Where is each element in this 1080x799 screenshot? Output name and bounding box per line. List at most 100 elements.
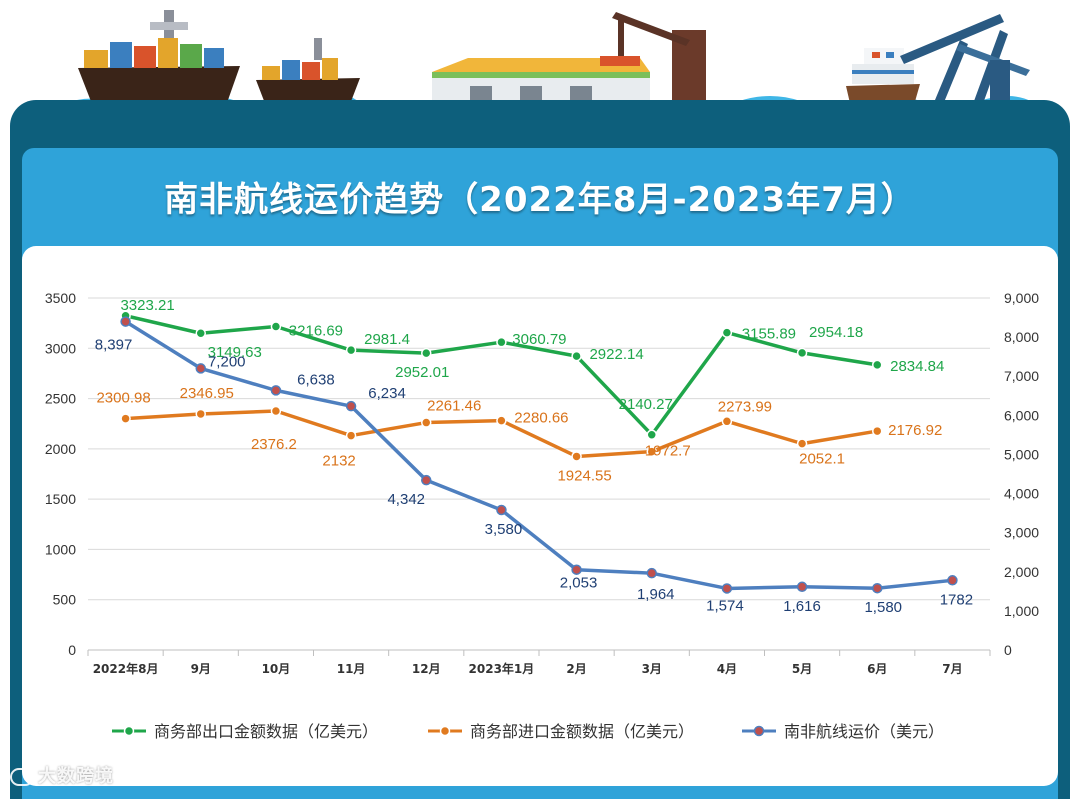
legend: 商务部出口金额数据（亿美元） 商务部进口金额数据（亿美元） 南非航线运价（美元）	[112, 722, 944, 741]
series-1-point	[345, 430, 357, 441]
series-2-data-label: 2,053	[560, 575, 598, 592]
right-axis-tick-label: 0	[1004, 642, 1012, 658]
watermark-text: 大数跨境	[38, 766, 114, 787]
series-2-data-label: 1,580	[864, 599, 902, 616]
container-ship-icon	[78, 10, 240, 108]
right-axis-tick-label: 3,000	[1004, 525, 1039, 541]
series-0-point	[872, 359, 883, 371]
series-2-point	[947, 575, 958, 586]
series-2-data-label: 1,964	[637, 586, 675, 603]
series-1-data-label: 2273.99	[718, 398, 772, 415]
series-2-point	[571, 564, 582, 575]
right-axis-tick-label: 1,000	[1004, 603, 1039, 619]
series-1-point	[721, 416, 733, 427]
series-0-data-label: 3149.63	[208, 344, 262, 361]
series-1-data-label: 2052.1	[799, 451, 845, 468]
series-1-data-label: 2376.2	[251, 436, 297, 453]
series-2-data-label: 6,234	[368, 385, 406, 402]
right-axis-tick-label: 5,000	[1004, 446, 1039, 462]
series-2-point	[796, 581, 808, 593]
series-2-point	[721, 583, 733, 594]
x-axis-tick-label: 12月	[412, 662, 441, 676]
series-1-data-label: 2300.98	[96, 390, 150, 407]
x-axis-tick-label: 11月	[337, 662, 366, 676]
chart-title: 南非航线运价趋势（2022年8月-2023年7月）	[164, 180, 916, 220]
series-1-data-label: 2280.66	[514, 410, 568, 427]
series-0-point	[571, 350, 582, 362]
series-0-point	[270, 321, 282, 332]
left-axis-tick-label: 500	[53, 592, 77, 608]
series-1-point	[872, 425, 883, 437]
left-axis-tick-label: 3500	[45, 290, 76, 306]
series-2-data-label: 1,616	[783, 598, 821, 615]
x-axis-tick-label: 3月	[642, 662, 662, 676]
series-2-point	[270, 385, 282, 396]
left-axis-tick-label: 0	[68, 642, 76, 658]
series-1-point	[270, 405, 282, 417]
x-axis-tick-label: 2月	[566, 662, 586, 676]
axes: 0 500 1000 1500 2000 2500 3000 3500 0 1,000 2,000 3…	[45, 290, 1039, 676]
x-axis-tick-label: 6月	[867, 662, 887, 676]
series-0-point	[721, 327, 733, 338]
series-1-point	[796, 438, 808, 449]
brand-logo-icon	[10, 768, 34, 786]
x-axis-tick-label: 9月	[191, 662, 211, 676]
series-1-point	[646, 446, 657, 457]
series-2-point	[496, 504, 507, 516]
series-2-data-label: 7,200	[208, 353, 246, 370]
series-2-data-label: 1,574	[706, 597, 744, 614]
series-2-point	[195, 363, 206, 374]
series-2-data-label: 4,342	[387, 491, 425, 508]
data-labels: 3323.21 3149.63 3216.69 2981.4 2952.01 3060.7…	[95, 297, 973, 616]
series-0-data-label: 2981.4	[364, 331, 410, 348]
series-2-point	[421, 474, 432, 486]
series-0-point	[796, 347, 808, 359]
legend-swatch-marker	[123, 725, 135, 737]
series-2-data-label: 6,638	[297, 371, 335, 388]
right-axis-tick-label: 4,000	[1004, 486, 1039, 502]
series-1-data-label: 1924.55	[557, 467, 611, 484]
series-0-data-label: 3060.79	[512, 331, 566, 348]
series-1-point	[496, 415, 507, 426]
legend-swatch-marker	[753, 725, 765, 737]
right-axis-tick-label: 7,000	[1004, 368, 1039, 384]
series-0-data-label: 3216.69	[289, 322, 343, 339]
series-1-point	[120, 413, 131, 424]
gantry-crane-icon	[900, 14, 1030, 112]
series-0-point	[646, 429, 657, 440]
series-1-data-label: 2261.46	[427, 398, 481, 415]
series-1-data-label: 2132	[322, 453, 355, 470]
series-2-data-label: 8,397	[95, 337, 133, 354]
series-2-point	[345, 400, 357, 412]
x-axis-tick-label: 5月	[792, 662, 812, 676]
series-0-data-label: 2952.01	[395, 364, 449, 381]
left-axis-tick-label: 1000	[45, 541, 76, 557]
right-axis-tick-label: 6,000	[1004, 407, 1039, 423]
watermark: 大数跨境	[10, 762, 114, 788]
x-axis-tick-label: 2022年8月	[93, 661, 159, 676]
legend-entry-label: 商务部出口金额数据（亿美元）	[154, 722, 378, 741]
x-axis-tick-label: 2023年1月	[469, 661, 535, 676]
x-axis-tick-label: 4月	[717, 662, 737, 676]
series-0-point	[345, 344, 357, 356]
series-1-data-label: 1972.7	[645, 443, 691, 460]
series-1-point	[571, 451, 582, 462]
left-axis-tick-label: 2000	[45, 441, 76, 457]
series-2-data-label: 3,580	[485, 521, 523, 538]
legend-entry-label: 商务部进口金额数据（亿美元）	[470, 722, 694, 741]
right-axis-tick-label: 8,000	[1004, 329, 1039, 345]
series-1-point	[195, 408, 206, 420]
x-axis-tick-label: 7月	[942, 662, 962, 676]
series-2-point	[120, 316, 131, 327]
series-0-data-label: 2922.14	[589, 346, 643, 363]
series-1-data-label: 2176.92	[888, 422, 942, 439]
left-axis-tick-label: 2500	[45, 391, 76, 407]
series-markers	[120, 310, 958, 594]
left-axis-tick-label: 3000	[45, 340, 76, 356]
series-1-point	[421, 417, 432, 428]
series-0-data-label: 3155.89	[742, 326, 796, 343]
series-0-data-label: 2834.84	[890, 358, 944, 375]
series-0-point	[496, 336, 507, 348]
left-axis-tick-label: 1500	[45, 491, 76, 507]
